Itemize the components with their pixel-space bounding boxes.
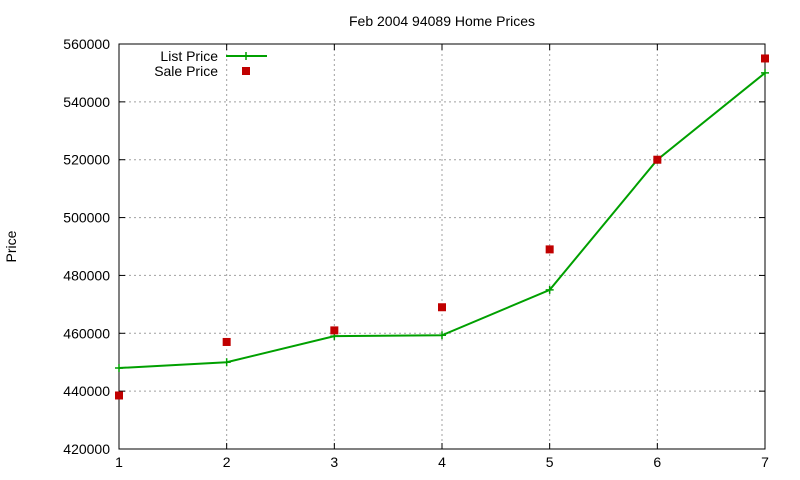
y-tick-label: 500000	[63, 210, 110, 226]
y-axis-label: Price	[3, 230, 19, 262]
y-tick-label: 480000	[63, 267, 110, 283]
legend-sale-price-marker	[242, 67, 250, 75]
sale-price-point	[761, 54, 769, 63]
list-price-point	[545, 285, 554, 294]
legend-list-price-marker	[242, 52, 250, 60]
y-tick-label: 560000	[63, 36, 110, 52]
sale-price-point	[438, 303, 446, 312]
sale-price-point	[330, 326, 339, 335]
sale-price-point	[653, 155, 662, 164]
y-tick-labels: 420000 440000 460000 480000 500000 520000 5400…	[63, 36, 110, 457]
series-sale-price	[115, 54, 769, 400]
x-tick-label: 6	[653, 454, 661, 470]
x-tick-label: 7	[761, 454, 769, 470]
legend-label: List Price	[160, 48, 218, 64]
y-tick-label: 420000	[63, 441, 110, 457]
series-layer	[115, 54, 769, 400]
list-price-point	[761, 68, 769, 77]
list-price-point	[222, 358, 231, 367]
chart-title: Feb 2004 94089 Home Prices	[349, 13, 535, 29]
x-tick-label: 5	[546, 454, 554, 470]
list-price-point	[438, 331, 446, 340]
list-price-point	[115, 364, 123, 372]
y-tick-label: 520000	[63, 152, 110, 168]
y-tick-label: 460000	[63, 325, 110, 341]
x-tick-label: 1	[115, 454, 123, 470]
ticks	[118, 43, 766, 450]
legend-label: Sale Price	[154, 63, 218, 79]
y-tick-label: 540000	[63, 94, 110, 110]
x-tick-label: 2	[223, 454, 231, 470]
x-tick-labels: 1 2 3 4 5 6 7	[115, 454, 769, 470]
sale-price-point	[222, 337, 231, 346]
y-tick-label: 440000	[63, 383, 110, 399]
x-tick-label: 4	[438, 454, 446, 470]
sale-price-point	[545, 245, 554, 254]
grid	[119, 44, 765, 449]
x-tick-label: 3	[330, 454, 338, 470]
sale-price-point	[115, 391, 123, 400]
